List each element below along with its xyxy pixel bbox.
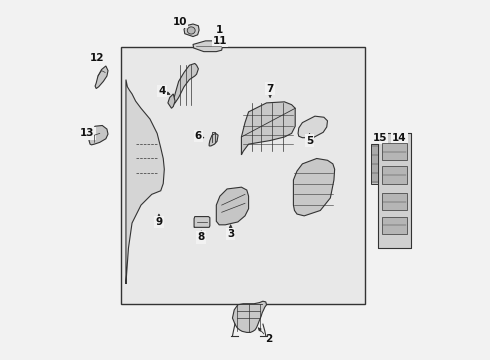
Polygon shape <box>242 102 295 155</box>
Text: 2: 2 <box>265 333 272 343</box>
Polygon shape <box>194 217 210 227</box>
Polygon shape <box>173 63 198 105</box>
Text: 12: 12 <box>90 53 104 63</box>
Text: 15: 15 <box>372 133 387 143</box>
Text: 14: 14 <box>392 133 407 143</box>
Text: 5: 5 <box>306 136 313 145</box>
Bar <box>378 134 411 248</box>
Text: 1: 1 <box>216 25 223 35</box>
Bar <box>371 144 378 184</box>
Polygon shape <box>168 94 175 108</box>
Ellipse shape <box>187 27 195 34</box>
Polygon shape <box>294 158 335 216</box>
Text: 8: 8 <box>197 232 205 242</box>
Text: 6: 6 <box>195 131 202 141</box>
Polygon shape <box>193 41 223 51</box>
Text: 9: 9 <box>155 217 163 227</box>
Text: 10: 10 <box>172 17 187 27</box>
Text: 3: 3 <box>227 229 234 239</box>
Polygon shape <box>89 126 108 145</box>
Text: 11: 11 <box>213 36 227 46</box>
Bar <box>122 47 365 304</box>
Text: 13: 13 <box>80 129 95 138</box>
Bar <box>382 193 407 211</box>
Bar <box>382 217 407 234</box>
Polygon shape <box>216 187 248 225</box>
Polygon shape <box>298 116 327 138</box>
Polygon shape <box>209 134 218 146</box>
Text: 7: 7 <box>267 84 274 94</box>
Polygon shape <box>232 301 267 332</box>
Text: 4: 4 <box>158 86 166 96</box>
Polygon shape <box>126 80 164 284</box>
Bar <box>382 143 407 160</box>
Bar <box>382 166 407 184</box>
Polygon shape <box>95 66 108 89</box>
Polygon shape <box>184 24 199 37</box>
